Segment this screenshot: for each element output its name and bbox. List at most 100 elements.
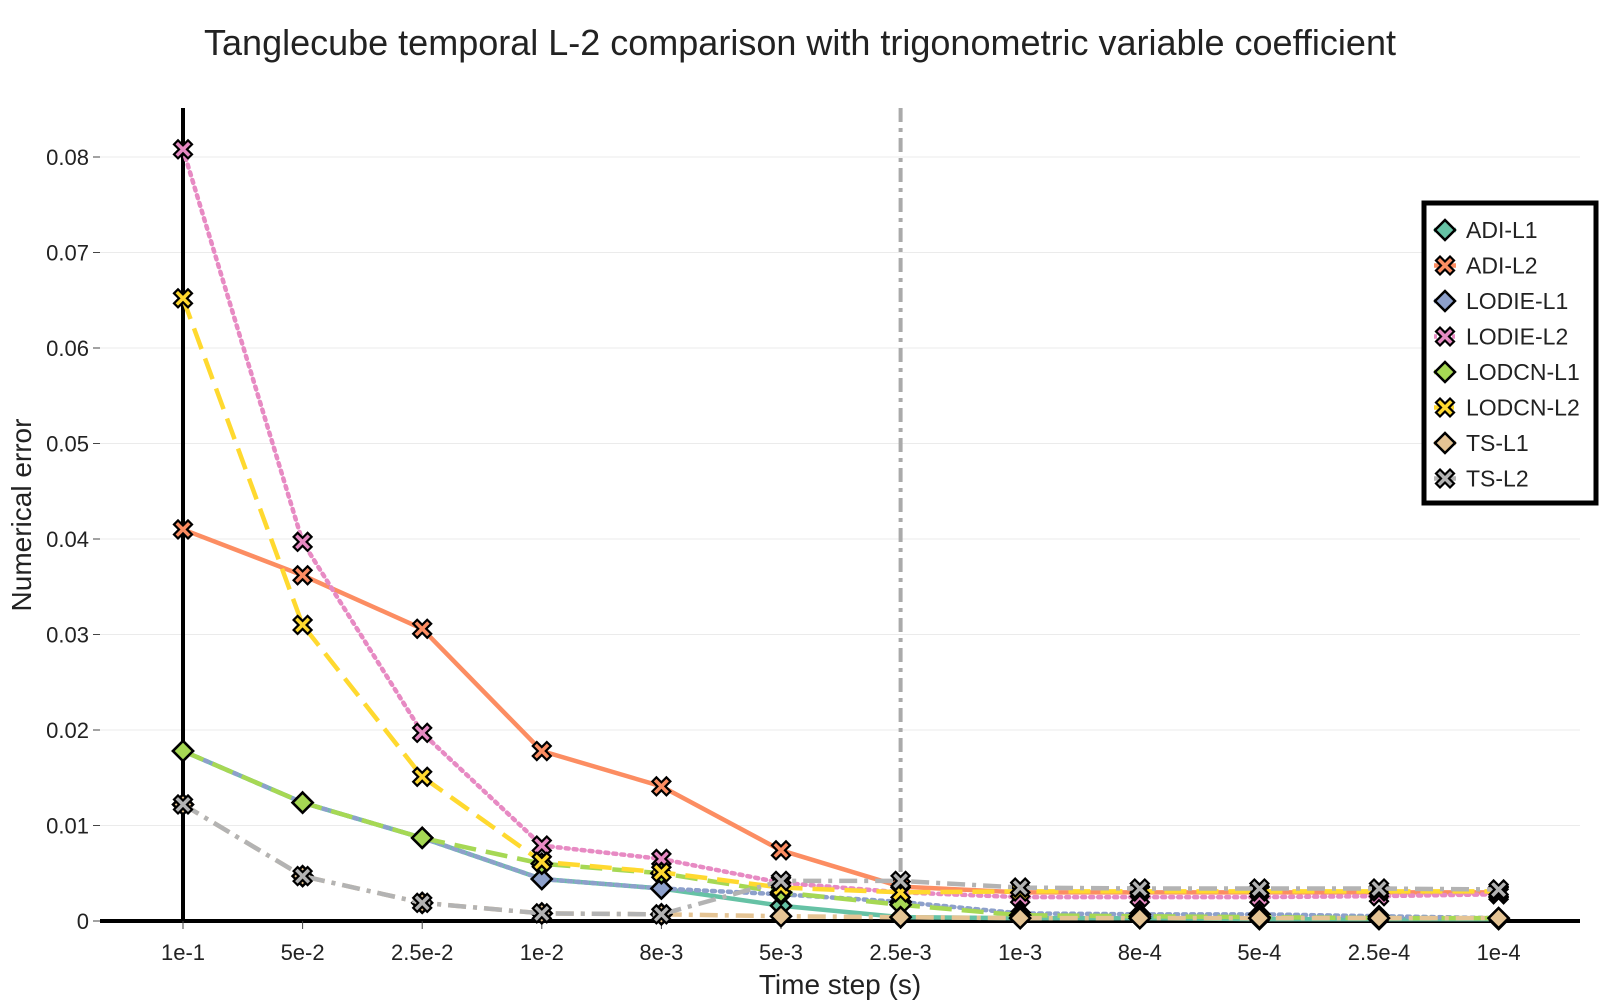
x-tick-label: 1e-1 [161,940,205,965]
y-tick-label: 0.02 [46,718,89,743]
legend: ADI-L1 ADI-L2 LODIE-L1 LODIE-L2 LODCN-L1 LODC… [1421,200,1599,506]
x-tick-label: 2.5e-3 [869,940,931,965]
chart-title: Tanglecube temporal L-2 comparison with … [204,22,1396,63]
data-point [290,790,315,815]
legend-item-ts-l2: TS-L2 [1434,466,1529,492]
legend-label: ADI-L1 [1466,217,1538,243]
series-group [171,138,1511,931]
tick-labels: 0 0.01 0.02 0.03 0.04 0.05 0.06 0.07 0.08 1e-1 5e-… [46,145,1520,965]
legend-label: LODIE-L2 [1466,324,1568,350]
y-axis-label: Numerical error [6,419,37,612]
data-point [292,865,314,887]
data-point [1368,877,1390,900]
data-point [650,903,672,925]
series-ts-l2 [172,793,1510,925]
legend-item-lodcn-l1: LODCN-L1 [1433,359,1580,385]
data-point [411,722,433,744]
data-point [888,905,913,929]
y-tick-label: 0.08 [46,145,89,170]
y-tick-label: 0.01 [46,814,89,839]
data-point [292,564,314,586]
y-tick-label: 0 [77,909,89,934]
x-tick-label: 1e-3 [998,940,1042,965]
series-line [180,147,1501,900]
data-point [411,892,433,914]
x-axis-label: Time step (s) [759,969,921,1000]
grid [100,156,1580,826]
data-point [172,138,194,160]
legend-label: TS-L2 [1466,466,1529,492]
series-line [181,802,1499,917]
series-lodcn-l2 [172,287,1510,903]
data-point [411,766,433,788]
legend-item-adi-l2: ADI-L2 [1434,253,1538,279]
legend-marker [1433,289,1457,313]
data-point [1247,906,1272,930]
legend-marker [1434,396,1456,419]
x-tick-label: 1e-2 [520,940,564,965]
series-adi-l1 [171,739,1511,931]
series-line [182,748,1499,921]
x-tick-label: 2.5e-2 [391,940,453,965]
legend-label: TS-L1 [1466,430,1529,456]
data-point [770,839,792,861]
data-point [172,793,194,816]
legend-item-lodie-l2: LODIE-L2 [1434,324,1568,350]
legend-marker [1434,325,1456,348]
data-point [650,775,672,797]
data-point [1128,906,1152,930]
data-point [292,531,314,553]
x-tick-label: 8e-4 [1118,940,1162,965]
data-point [769,904,793,928]
data-point [1488,878,1510,901]
x-tick-label: 5e-3 [759,940,803,965]
data-point [650,861,672,883]
series-lodie-l2 [172,138,1510,908]
data-point [890,870,912,892]
series-lodcn-l1 [171,739,1511,930]
series-ts-l1 [171,792,1511,930]
legend-item-lodcn-l2: LODCN-L2 [1434,395,1580,421]
series-line [181,802,1499,921]
x-tick-label: 8e-3 [639,940,683,965]
series-line [180,297,1499,895]
legend-marker [1433,218,1457,242]
data-point [411,618,433,640]
data-point [531,902,553,924]
y-tick-label: 0.06 [46,336,89,361]
data-point [1009,877,1031,899]
x-tick-label: 5e-4 [1237,940,1281,965]
x-tick-label: 5e-2 [281,940,325,965]
data-point [649,876,674,901]
legend-marker [1434,254,1456,277]
data-point [770,870,792,892]
legend-label: LODCN-L1 [1466,359,1580,385]
x-tick-label: 1e-4 [1477,940,1521,965]
data-point [1486,906,1511,930]
series-line [182,527,1499,895]
data-point [531,740,553,762]
y-tick-label: 0.07 [46,241,89,266]
data-point [172,287,194,309]
data-point [1129,877,1151,900]
x-tick-label: 2.5e-4 [1348,940,1410,965]
y-tick-label: 0.03 [46,623,89,648]
data-point [531,851,553,873]
data-point [171,739,195,763]
data-point [172,518,194,541]
legend-marker [1433,360,1457,384]
legend-box [1421,200,1599,506]
legend-item-ts-l1: TS-L1 [1433,430,1529,456]
data-point [292,614,314,636]
series-adi-l2 [172,518,1510,903]
data-point [1248,877,1270,900]
legend-label: ADI-L2 [1466,253,1538,279]
y-tick-label: 0.04 [46,527,89,552]
data-point [410,826,434,850]
y-tick-label: 0.05 [46,432,89,457]
legend-marker [1434,467,1456,490]
legend-item-lodie-l1: LODIE-L1 [1433,288,1568,314]
legend-marker [1433,431,1457,455]
data-point [1367,906,1391,930]
